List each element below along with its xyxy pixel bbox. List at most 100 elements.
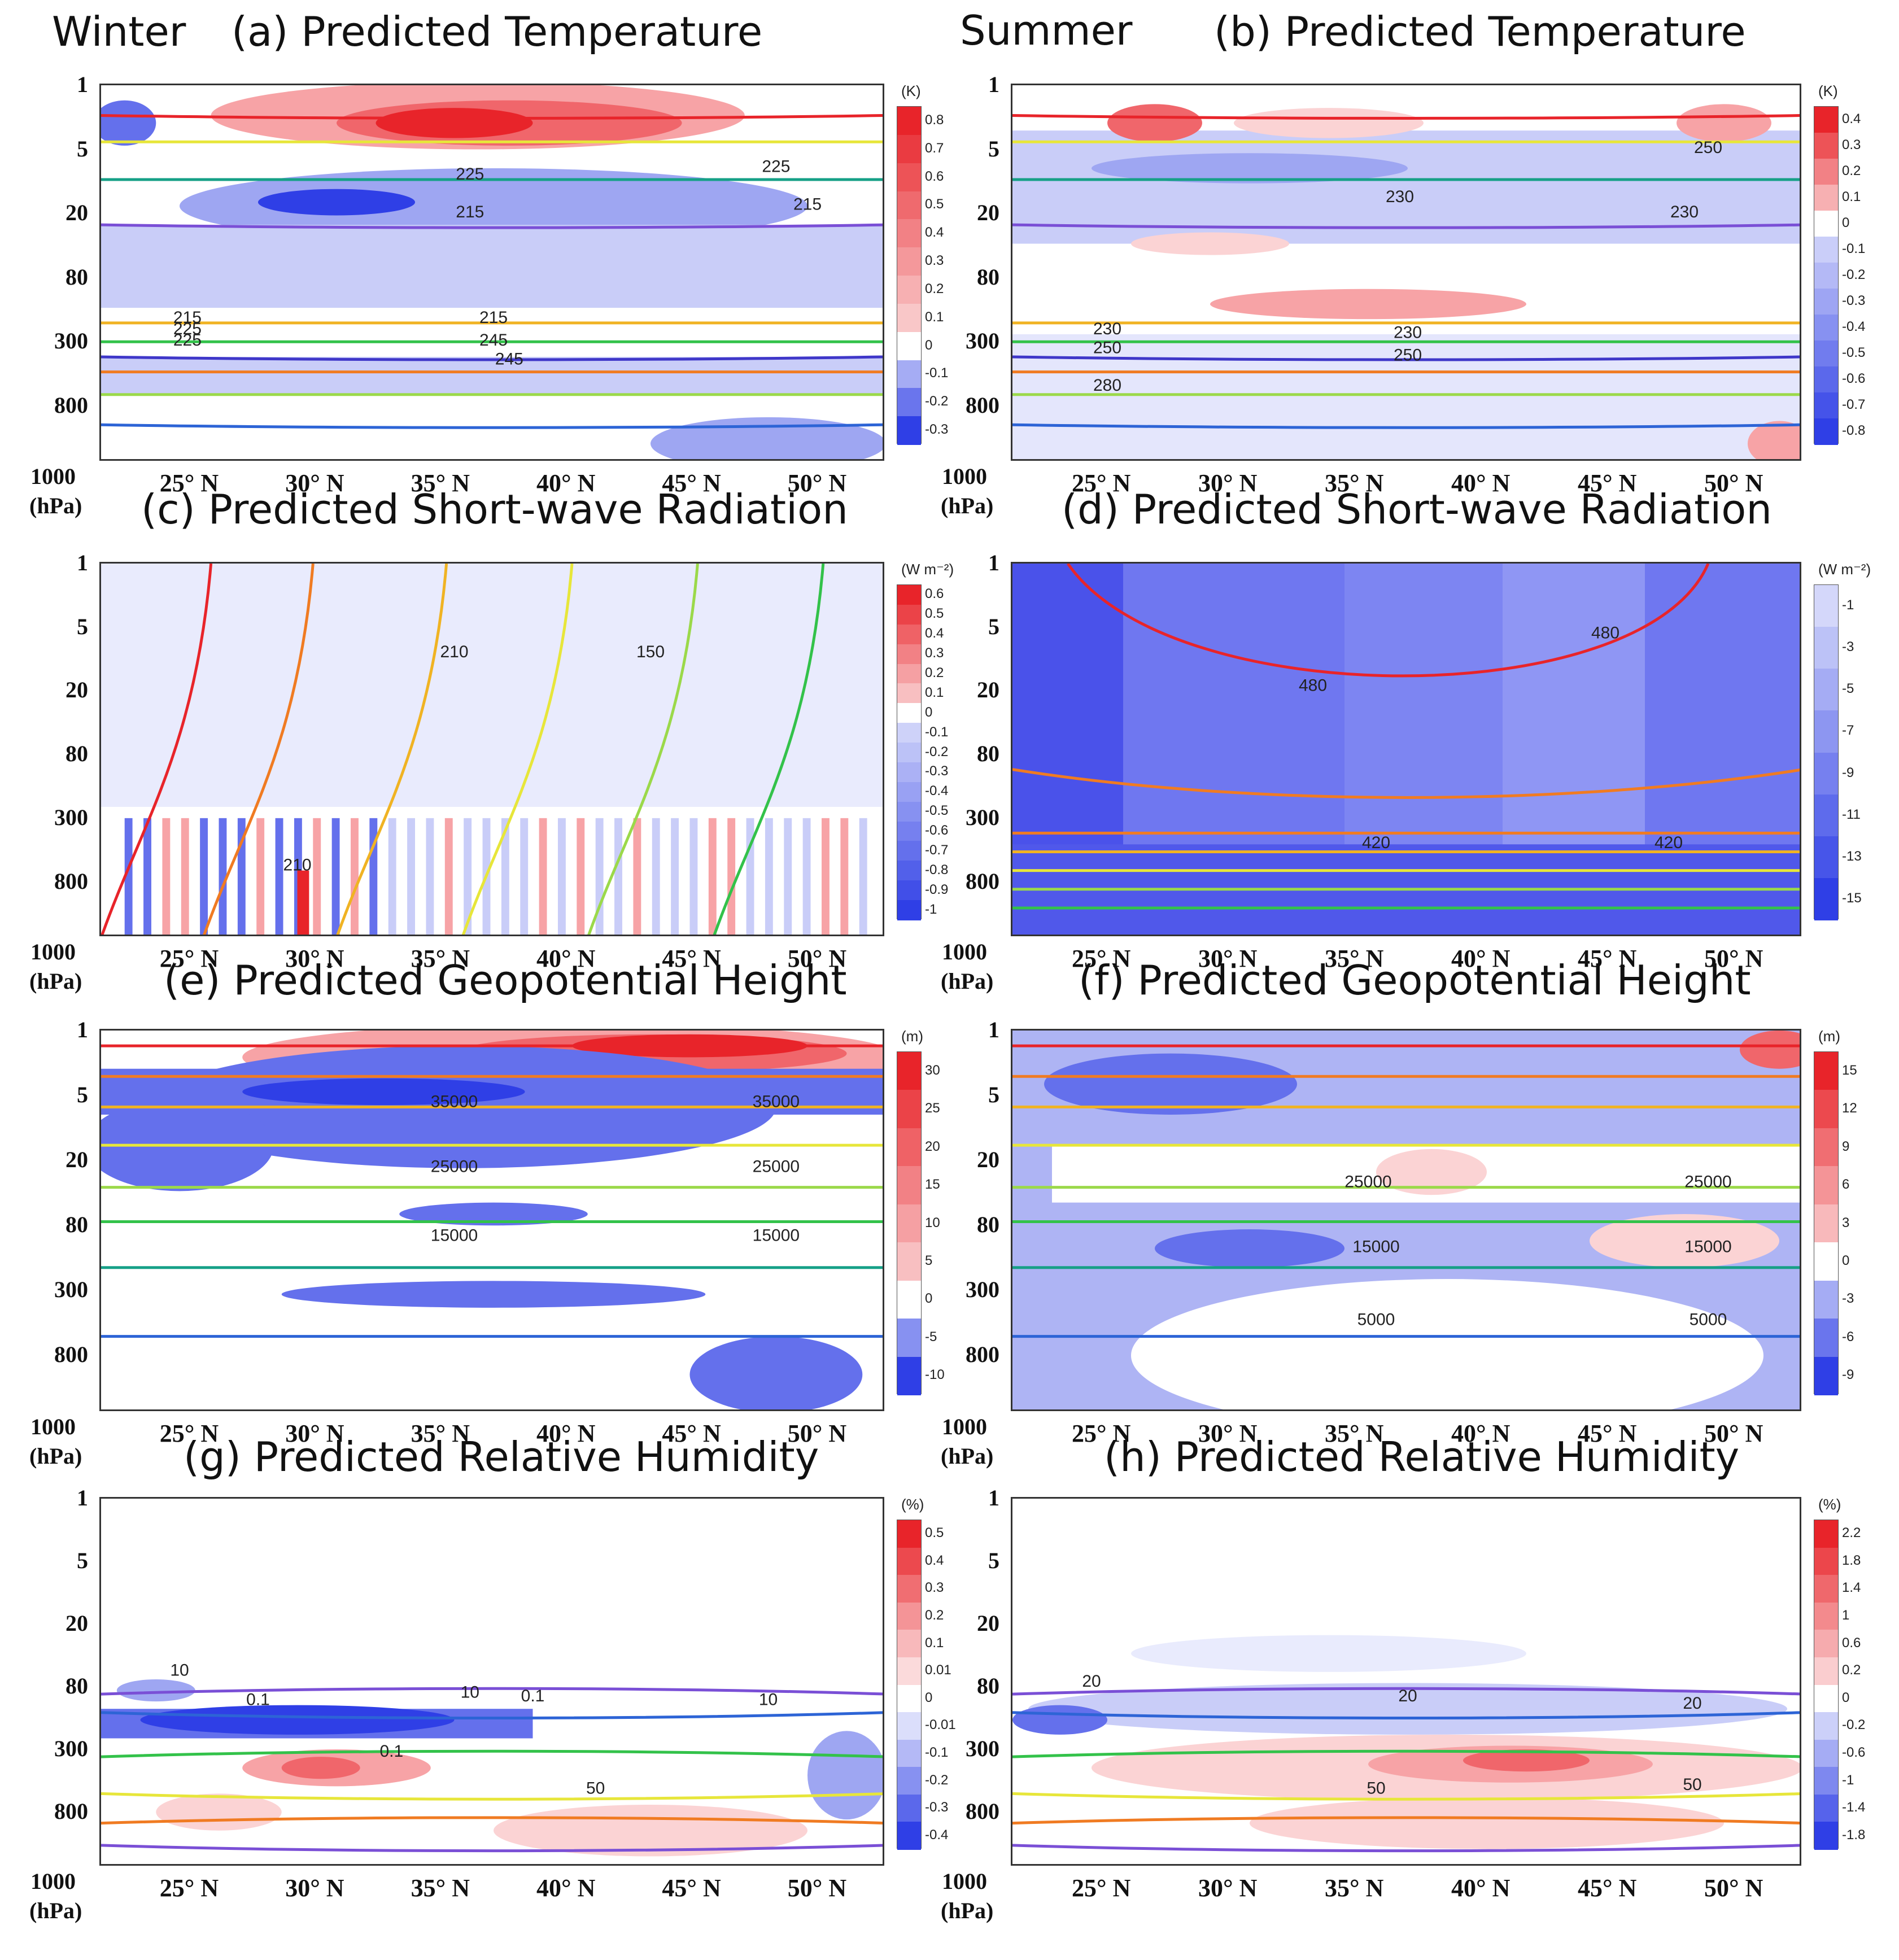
- warm-spot-2: [1234, 108, 1424, 138]
- contour-label: 230: [1093, 320, 1121, 338]
- colorbar-segment: [897, 1657, 921, 1686]
- stripe: [501, 818, 509, 935]
- x-tick-label: 30° N: [1198, 1420, 1258, 1447]
- contour-line: [1012, 1816, 1800, 1825]
- plot-area: 250 230 230 230 230 250 250 280: [1011, 84, 1801, 461]
- y-axis-bottom-label: 1000: [30, 1869, 76, 1894]
- colorbar-tick-label: 0.1: [925, 309, 944, 325]
- x-tick-label: 30° N: [285, 469, 344, 497]
- y-tick-label: 300: [54, 1277, 88, 1303]
- contour-line: [1066, 564, 1710, 678]
- colorbar-segment: [1814, 107, 1838, 133]
- colorbar-tick-label: 0: [925, 1291, 933, 1307]
- colorbar-tick-label: 0.1: [925, 684, 944, 700]
- contour-label: 225: [456, 165, 484, 184]
- colorbar-tick-label: 0.5: [925, 606, 944, 622]
- colorbar-segment: [897, 604, 921, 625]
- warm-mid: [1131, 232, 1289, 255]
- colorbar-tick-label: -0.1: [925, 365, 949, 381]
- colorbar-segment: [1814, 794, 1838, 837]
- cold-spot: [101, 100, 156, 146]
- y-tick-label: 800: [966, 868, 999, 894]
- y-tick-label: 20: [66, 200, 88, 226]
- y-tick-label: 20: [66, 677, 88, 703]
- x-tick-label: 50° N: [787, 469, 847, 497]
- colorbar-tick-label: -0.9: [925, 881, 949, 897]
- heatmap-field: 210 150 210: [101, 564, 883, 935]
- colorbar-segment: [1814, 392, 1838, 419]
- contour-line: [1012, 423, 1800, 429]
- warm-top: [1740, 1031, 1800, 1069]
- cool-surface: [651, 417, 883, 459]
- colorbar-segment: [1814, 315, 1838, 341]
- x-tick-label: 30° N: [285, 945, 344, 972]
- colorbar-tick-label: 25: [925, 1101, 940, 1116]
- panel-title: (b) Predicted Temperature: [1214, 8, 1746, 55]
- contour-label: 150: [636, 643, 665, 661]
- colorbar-segment: [897, 360, 921, 389]
- colorbar-segment: [1814, 1280, 1838, 1320]
- y-tick-label: 1: [988, 72, 999, 97]
- colorbar-segment: [897, 1090, 921, 1129]
- colorbar-segment: [1814, 1739, 1838, 1768]
- y-tick-label: 80: [66, 741, 88, 767]
- plot-area: 480 480 420 420: [1011, 562, 1801, 936]
- colorbar-tick-label: -0.3: [1842, 293, 1866, 308]
- colorbar-tick-label: 0.6: [1842, 1635, 1861, 1651]
- contour-line: [1012, 1687, 1800, 1696]
- colorbar-tick-label: 5: [925, 1252, 933, 1268]
- colorbar-segment: [897, 1630, 921, 1658]
- y-tick-label: 80: [977, 1212, 999, 1238]
- colorbar-unit: (W m⁻²): [1818, 561, 1871, 578]
- stripe: [689, 818, 698, 935]
- contour-line: [1012, 1844, 1800, 1853]
- colorbar-tick-label: -7: [1842, 723, 1854, 739]
- colorbar-unit: (%): [901, 1496, 924, 1513]
- warm-mid-2: [1590, 1213, 1779, 1268]
- colorbar-tick-label: -9: [1842, 1367, 1854, 1383]
- colorbar-segment: [897, 1739, 921, 1768]
- contour-label: 480: [1299, 676, 1327, 695]
- contour-line: [461, 564, 574, 935]
- colorbar-tick-label: -0.2: [925, 744, 949, 759]
- colorbar-segment: [897, 1204, 921, 1243]
- colorbar-segment: [1814, 1794, 1838, 1823]
- y-tick-label: 5: [988, 613, 999, 639]
- y-tick-label: 80: [66, 1673, 88, 1699]
- y-axis-unit: (hPa): [941, 968, 994, 994]
- colorbar-tick-label: -5: [925, 1329, 937, 1345]
- contour-line: [101, 423, 883, 429]
- contour-label: 225: [173, 320, 202, 338]
- colorbar-segment: [1814, 1204, 1838, 1243]
- x-tick-label: 45° N: [662, 469, 721, 497]
- y-axis-unit: (hPa): [29, 1898, 82, 1923]
- plot-area: 10 10 0.1 10 0.1 0.1 50: [99, 1497, 884, 1866]
- colorbar-tick-label: -0.4: [925, 783, 949, 799]
- stripe: [557, 818, 566, 935]
- heatmap-field: 20 20 20 50 50: [1012, 1635, 1800, 1853]
- colorbar-tick-label: 30: [925, 1062, 940, 1078]
- x-tick-label: 25° N: [159, 945, 219, 972]
- y-tick-label: 20: [977, 677, 999, 703]
- colorbar-segment: [897, 821, 921, 842]
- y-axis-bottom-label: 1000: [30, 1414, 76, 1439]
- cool-core: [258, 189, 415, 216]
- warm-peak: [1463, 1749, 1590, 1772]
- colorbar-tick-label: -0.2: [1842, 1717, 1866, 1733]
- y-tick-label: 1: [988, 550, 999, 575]
- colorbar-segment: [1814, 1052, 1838, 1091]
- y-tick-label: 300: [966, 1736, 999, 1762]
- colorbar-segment: [897, 624, 921, 645]
- x-tick-label: 35° N: [1325, 469, 1384, 497]
- contour-line: [101, 1687, 883, 1696]
- y-tick-label: 300: [966, 1277, 999, 1303]
- x-tick-label: 45° N: [1578, 1874, 1637, 1902]
- colorbar-segment: [897, 723, 921, 744]
- colorbar-tick-label: 0.01: [925, 1662, 951, 1678]
- colorbar-tick-label: -0.4: [1842, 319, 1866, 334]
- y-axis-unit: (hPa): [941, 1898, 994, 1923]
- colorbar-segment: [1814, 263, 1838, 289]
- stripe: [143, 818, 151, 935]
- y-tick-label: 5: [988, 1548, 999, 1573]
- contour-label: 15000: [431, 1226, 478, 1245]
